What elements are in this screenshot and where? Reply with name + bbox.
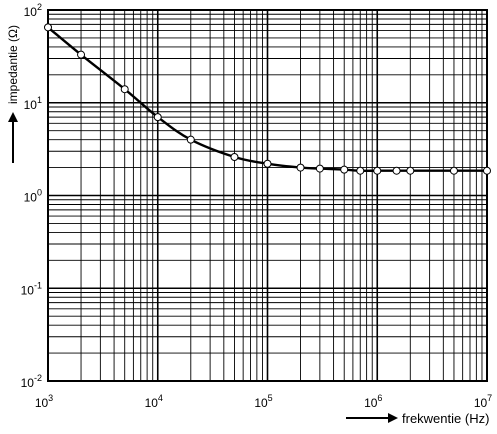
y-tick-label: 10-2 [21,373,42,390]
data-point-marker [186,135,195,144]
data-point-marker [120,85,129,94]
data-point-marker [315,164,324,173]
data-point-marker [483,166,491,175]
data-point-marker [230,153,239,162]
data-point-marker [449,166,458,175]
data-point-marker [373,166,382,175]
data-point-marker [406,166,415,175]
y-tick-label: 102 [24,2,42,19]
x-tick-label: 106 [364,393,382,410]
data-point-marker [296,163,305,172]
y-axis-title: impedantie (Ω) [6,25,20,163]
y-axis-arrowhead [8,112,18,122]
curve-layer [47,26,488,172]
x-tick-label: 103 [35,393,53,410]
data-point-marker [77,50,86,59]
grid [47,10,487,382]
data-point-marker [340,165,349,174]
x-axis-label: frekwentie (Hz) [402,411,489,426]
y-tick-labels: 10-2 10-1 100 101 102 [21,2,42,390]
y-tick-label: 100 [24,188,42,205]
x-tick-label: 107 [474,393,492,410]
data-point-marker [356,166,365,175]
x-tick-label: 105 [254,393,272,410]
data-point-marker [263,159,272,168]
y-tick-label: 101 [24,95,42,112]
y-axis-label: impedantie (Ω) [6,25,20,104]
data-point-marker [392,166,401,175]
data-point-marker [153,113,162,122]
impedance-curve [47,26,488,172]
y-tick-label: 10-1 [21,280,42,297]
x-axis-title: frekwentie (Hz) [346,411,489,426]
x-tick-label: 104 [145,393,163,410]
x-tick-labels: 103 104 105 106 107 [35,393,492,410]
marker-layer [44,23,491,175]
x-axis-arrowhead [388,413,398,423]
data-point-marker [44,23,52,32]
plot-frame [47,9,488,382]
